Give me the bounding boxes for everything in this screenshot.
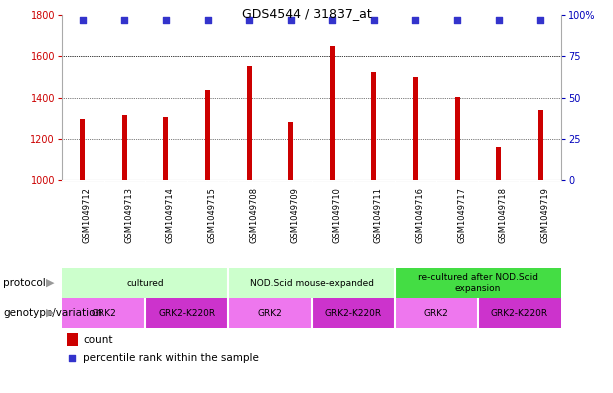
Text: GRK2: GRK2 — [257, 309, 283, 318]
Text: GRK2-K220R: GRK2-K220R — [491, 309, 548, 318]
Bar — [288, 122, 293, 180]
Text: GSM1049717: GSM1049717 — [457, 187, 466, 243]
Point — [203, 17, 213, 23]
Text: protocol: protocol — [3, 278, 46, 288]
Text: GSM1049719: GSM1049719 — [540, 187, 549, 243]
Bar — [395, 268, 561, 298]
Bar — [413, 77, 418, 180]
Text: re-cultured after NOD.Scid
expansion: re-cultured after NOD.Scid expansion — [418, 273, 538, 293]
Point — [244, 17, 254, 23]
Bar — [330, 46, 335, 180]
Text: GRK2: GRK2 — [91, 309, 116, 318]
Bar — [67, 333, 78, 346]
Text: GSM1049711: GSM1049711 — [374, 187, 383, 243]
Text: GRK2-K220R: GRK2-K220R — [158, 309, 215, 318]
Bar — [164, 117, 169, 180]
Point — [411, 17, 421, 23]
Text: GSM1049713: GSM1049713 — [124, 187, 134, 243]
Text: NOD.Scid mouse-expanded: NOD.Scid mouse-expanded — [249, 279, 373, 288]
Bar — [395, 298, 478, 328]
Text: GRK2: GRK2 — [424, 309, 449, 318]
Text: percentile rank within the sample: percentile rank within the sample — [83, 353, 259, 363]
Text: GSM1049708: GSM1049708 — [249, 187, 258, 243]
Bar — [122, 115, 127, 180]
Text: ▶: ▶ — [45, 308, 54, 318]
Bar — [246, 66, 251, 180]
Bar — [538, 110, 543, 180]
Point — [161, 17, 171, 23]
Point — [327, 17, 337, 23]
Bar — [228, 268, 395, 298]
Text: cultured: cultured — [126, 279, 164, 288]
Text: GDS4544 / 31837_at: GDS4544 / 31837_at — [242, 7, 371, 20]
Point — [452, 17, 462, 23]
Text: GRK2-K220R: GRK2-K220R — [324, 309, 382, 318]
Bar — [478, 298, 561, 328]
Text: GSM1049714: GSM1049714 — [166, 187, 175, 243]
Bar — [228, 298, 311, 328]
Text: GSM1049710: GSM1049710 — [332, 187, 341, 243]
Point — [493, 17, 503, 23]
Text: ▶: ▶ — [45, 278, 54, 288]
Point — [286, 17, 295, 23]
Point — [67, 354, 77, 361]
Text: GSM1049712: GSM1049712 — [83, 187, 92, 243]
Bar — [455, 97, 460, 180]
Text: GSM1049718: GSM1049718 — [498, 187, 508, 243]
Text: GSM1049709: GSM1049709 — [291, 187, 300, 243]
Text: GSM1049716: GSM1049716 — [416, 187, 424, 243]
Bar — [62, 298, 145, 328]
Point — [369, 17, 379, 23]
Point — [78, 17, 88, 23]
Bar — [311, 298, 395, 328]
Bar — [371, 72, 376, 180]
Bar — [496, 147, 501, 180]
Bar — [80, 119, 85, 180]
Point — [535, 17, 545, 23]
Bar — [145, 298, 228, 328]
Text: genotype/variation: genotype/variation — [3, 308, 102, 318]
Point — [120, 17, 129, 23]
Bar — [62, 268, 228, 298]
Bar — [205, 90, 210, 180]
Text: count: count — [83, 335, 112, 345]
Text: GSM1049715: GSM1049715 — [208, 187, 216, 243]
